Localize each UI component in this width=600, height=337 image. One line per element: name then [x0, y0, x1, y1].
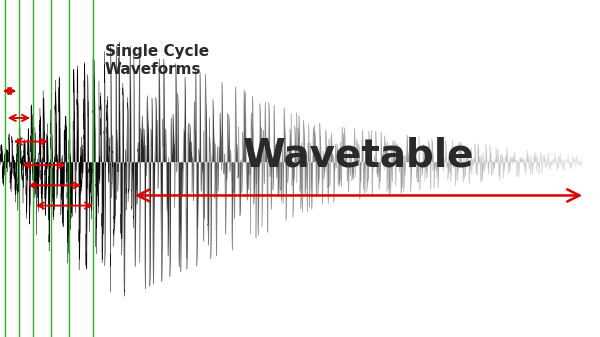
- Text: Single Cycle
Waveforms: Single Cycle Waveforms: [105, 44, 209, 77]
- Text: Wavetable: Wavetable: [243, 136, 474, 174]
